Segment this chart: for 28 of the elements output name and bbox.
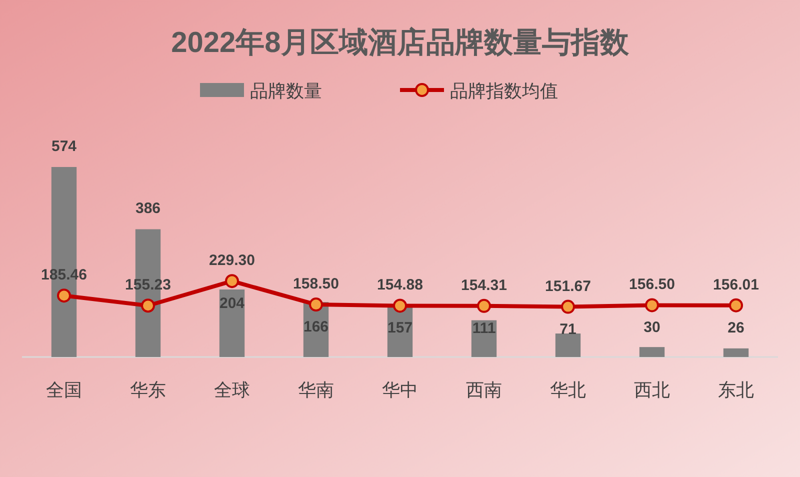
x-tick-label: 西北 (634, 380, 670, 401)
data-label: 229.30 (209, 252, 255, 270)
data-label: 156.50 (629, 276, 675, 294)
data-label: 154.88 (377, 276, 423, 294)
data-label: 111 (472, 320, 496, 337)
data-label: 204 (219, 295, 246, 312)
data-label: 158.50 (293, 276, 339, 293)
data-label: 166 (303, 318, 329, 336)
data-label: 151.67 (545, 278, 591, 295)
data-label: 26 (728, 319, 744, 336)
data-label: 386 (135, 200, 161, 218)
chart-title: 2022年8月区域酒店品牌数量与指数 (171, 26, 630, 59)
x-tick-label: 华中 (382, 380, 418, 401)
x-tick-label: 全球 (214, 380, 250, 401)
data-label: 30 (644, 319, 660, 336)
x-tick-label: 华北 (550, 380, 586, 401)
legend-label: 品牌指数均值 (450, 81, 558, 102)
data-label: 157 (387, 320, 413, 337)
data-label: 574 (51, 138, 78, 155)
data-label: 154.31 (461, 276, 507, 294)
x-tick-label: 华南 (298, 380, 334, 401)
x-tick-label: 东北 (718, 380, 754, 401)
legend-label: 品牌数量 (250, 81, 322, 102)
x-tick-label: 华东 (130, 380, 166, 401)
x-tick-label: 西南 (466, 380, 502, 401)
data-label: 156.01 (713, 276, 759, 294)
x-tick-label: 全国 (46, 380, 82, 401)
data-label: 71 (560, 320, 576, 338)
